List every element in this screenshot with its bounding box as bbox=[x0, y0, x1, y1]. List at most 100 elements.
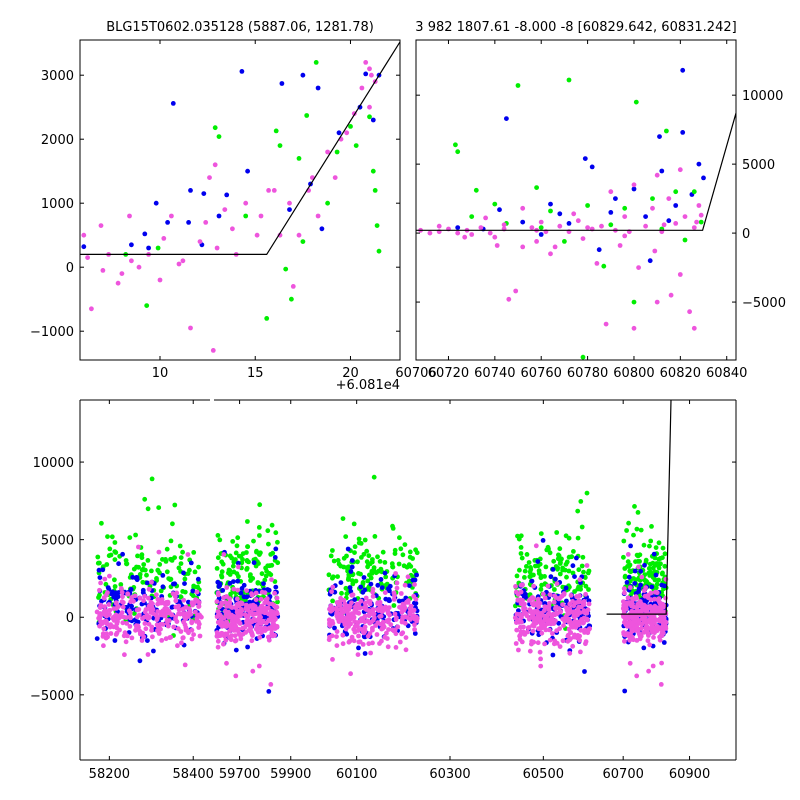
point-pink bbox=[189, 600, 195, 606]
point-pink bbox=[108, 622, 113, 627]
point-pink bbox=[107, 607, 113, 613]
point-green bbox=[248, 572, 253, 577]
point-green bbox=[407, 549, 413, 555]
point-green bbox=[546, 546, 551, 552]
series-layer bbox=[80, 41, 400, 353]
point-green bbox=[551, 558, 557, 564]
point-green bbox=[367, 114, 372, 120]
point-pink bbox=[108, 631, 114, 636]
point-pink bbox=[666, 196, 672, 202]
point-pink bbox=[362, 629, 368, 634]
point-green bbox=[531, 572, 536, 578]
point-pink bbox=[268, 682, 274, 687]
point-green bbox=[97, 592, 102, 598]
point-green bbox=[624, 528, 629, 533]
point-pink bbox=[236, 603, 242, 609]
point-blue bbox=[105, 585, 111, 590]
point-pink bbox=[691, 225, 697, 231]
point-green bbox=[112, 557, 118, 562]
x-tick-label: 20 bbox=[342, 366, 359, 381]
point-pink bbox=[266, 601, 272, 607]
x-tick-label: 58400 bbox=[173, 767, 214, 782]
point-pink bbox=[176, 607, 182, 613]
point-green bbox=[390, 564, 395, 570]
point-pink bbox=[427, 230, 433, 236]
point-pink bbox=[559, 593, 565, 599]
point-blue bbox=[287, 207, 292, 213]
point-green bbox=[228, 591, 234, 597]
point-green bbox=[621, 538, 627, 544]
y-tick-label: 2000 bbox=[41, 133, 74, 148]
point-pink bbox=[658, 682, 664, 687]
point-pink bbox=[525, 625, 531, 631]
y-tick-label: 0 bbox=[66, 611, 74, 626]
point-green bbox=[348, 124, 353, 129]
point-pink bbox=[621, 586, 627, 591]
x-tick-label: 60100 bbox=[336, 767, 377, 782]
point-green bbox=[626, 520, 631, 526]
point-blue bbox=[245, 644, 251, 650]
point-blue bbox=[261, 581, 266, 586]
point-green bbox=[132, 611, 137, 616]
point-pink bbox=[539, 630, 545, 636]
point-pink bbox=[622, 638, 627, 644]
point-pink bbox=[571, 211, 577, 217]
point-pink bbox=[691, 325, 697, 331]
point-pink bbox=[548, 251, 553, 257]
point-pink bbox=[554, 610, 559, 616]
point-pink bbox=[542, 604, 548, 610]
point-pink bbox=[268, 613, 274, 619]
y-tick-label: 0 bbox=[742, 227, 750, 242]
point-pink bbox=[687, 309, 692, 315]
point-blue bbox=[548, 574, 554, 580]
y-tick-label: −5000 bbox=[742, 296, 786, 311]
point-pink bbox=[367, 104, 372, 110]
point-pink bbox=[104, 631, 109, 637]
point-green bbox=[622, 566, 628, 571]
point-green bbox=[492, 201, 498, 207]
point-green bbox=[255, 580, 261, 585]
x-tick-label: 58200 bbox=[89, 767, 130, 782]
point-pink bbox=[641, 630, 646, 635]
point-green bbox=[234, 543, 240, 549]
point-green bbox=[575, 586, 581, 592]
point-green bbox=[231, 569, 237, 575]
point-green bbox=[581, 569, 586, 575]
point-pink bbox=[391, 590, 397, 596]
point-green bbox=[156, 505, 162, 510]
point-green bbox=[172, 502, 178, 508]
point-pink bbox=[529, 225, 535, 231]
point-green bbox=[583, 583, 589, 589]
y-tick-label: 5000 bbox=[41, 534, 74, 549]
point-pink bbox=[631, 325, 637, 331]
point-pink bbox=[603, 321, 609, 327]
point-green bbox=[556, 552, 561, 558]
point-blue bbox=[241, 594, 247, 600]
point-blue bbox=[582, 669, 587, 674]
x-tick-label: 60300 bbox=[429, 767, 470, 782]
point-pink bbox=[513, 641, 519, 646]
point-green bbox=[229, 555, 235, 561]
point-green bbox=[538, 225, 544, 231]
point-green bbox=[566, 554, 572, 560]
point-pink bbox=[637, 609, 643, 615]
point-green bbox=[330, 575, 335, 581]
point-pink bbox=[494, 243, 500, 248]
series-layer bbox=[416, 67, 736, 360]
point-green bbox=[554, 530, 560, 535]
point-green bbox=[643, 578, 649, 584]
axes-frame bbox=[415, 39, 737, 361]
point-green bbox=[215, 555, 221, 561]
point-pink bbox=[231, 586, 237, 592]
point-pink bbox=[617, 243, 623, 248]
point-pink bbox=[180, 635, 186, 641]
point-pink bbox=[520, 205, 526, 211]
point-pink bbox=[655, 624, 660, 629]
point-green bbox=[400, 552, 406, 558]
point-pink bbox=[266, 188, 271, 193]
point-pink bbox=[149, 579, 154, 585]
point-pink bbox=[565, 633, 571, 639]
point-pink bbox=[392, 627, 398, 633]
point-green bbox=[353, 578, 359, 584]
point-pink bbox=[349, 634, 355, 640]
